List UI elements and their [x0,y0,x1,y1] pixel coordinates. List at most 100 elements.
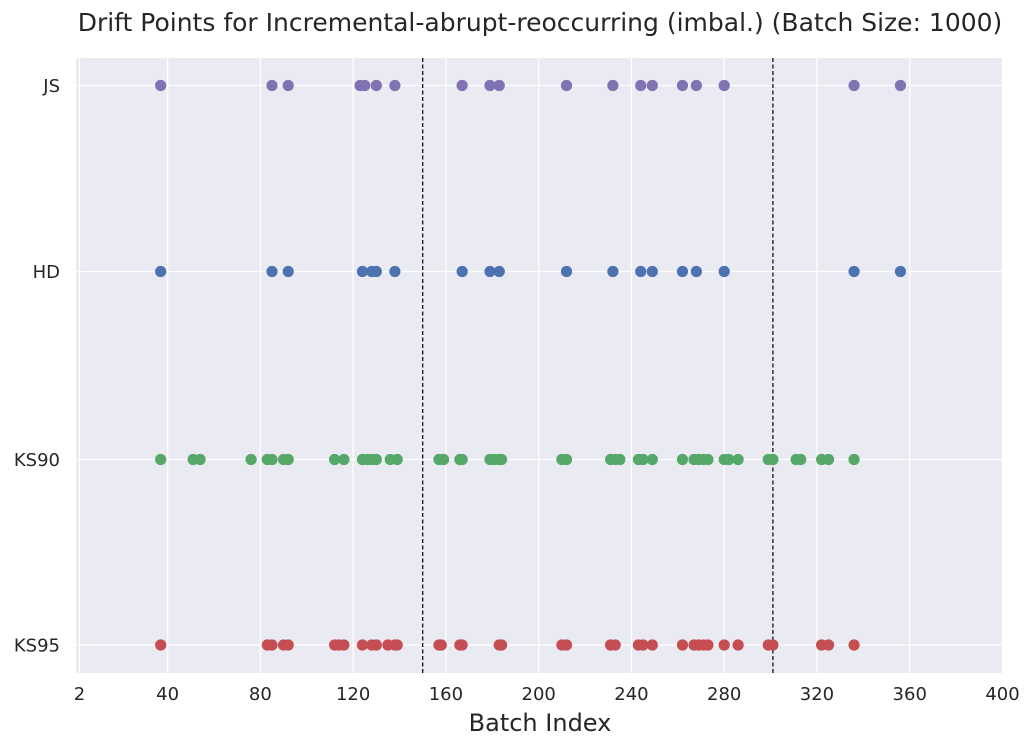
point-hd [635,265,647,278]
point-ks90 [560,453,573,466]
point-ks90 [767,453,779,466]
x-tick-label: 80 [249,684,272,705]
point-ks95 [732,639,744,651]
y-tick-label: KS95 [14,636,60,657]
x-tick-label: 320 [800,684,834,705]
point-ks95 [676,639,689,651]
point-hd [848,265,860,278]
point-hd [560,265,573,278]
point-hd [894,265,907,278]
point-js [607,79,619,92]
point-ks90 [702,453,714,466]
point-ks95 [391,639,403,651]
point-js [690,79,702,92]
point-ks90 [456,453,468,466]
point-ks90 [646,453,658,466]
point-hd [389,265,401,278]
point-hd [282,265,294,278]
point-ks90 [282,453,294,466]
point-ks90 [732,453,744,466]
point-ks90 [194,453,206,466]
y-tick-label: KS90 [14,450,60,471]
plot-area [76,58,1003,673]
point-ks95 [767,639,779,651]
point-hd [266,265,278,278]
point-hd [356,265,369,278]
point-js [848,79,860,92]
x-tick-label: 160 [429,684,463,705]
point-ks95 [560,639,573,651]
y-tick-label: JS [42,76,60,97]
point-js [493,79,505,92]
point-ks90 [495,453,508,466]
point-ks90 [637,453,649,466]
point-hd [155,265,167,278]
point-ks95 [848,639,860,651]
series-ks90 [155,453,860,466]
point-js [894,79,907,92]
point-js [389,79,401,92]
point-ks95 [646,639,658,651]
point-hd [646,265,658,278]
point-js [282,79,294,92]
point-ks90 [437,453,450,466]
point-js [359,79,371,92]
point-js [155,79,167,92]
series-hd [155,265,907,278]
point-ks95 [266,639,278,651]
point-hd [456,265,468,278]
x-tick-label: 120 [336,684,370,705]
x-tick-label: 200 [522,684,556,705]
point-ks95 [822,639,835,651]
point-ks90 [338,453,350,466]
point-js [718,79,730,92]
point-ks90 [329,453,341,466]
point-ks95 [435,639,447,651]
point-ks95 [356,639,369,651]
point-ks90 [391,453,403,466]
point-ks95 [495,639,508,651]
point-js [560,79,573,92]
point-ks95 [609,639,621,651]
point-ks95 [702,639,714,651]
point-ks95 [282,639,294,651]
point-ks90 [822,453,835,466]
point-hd [676,265,689,278]
series-js [155,79,907,92]
point-ks90 [266,453,278,466]
x-tick-label: 360 [893,684,927,705]
x-tick-label: 280 [707,684,741,705]
point-hd [484,265,496,278]
point-hd [690,265,702,278]
point-hd [493,265,505,278]
y-tick-labels: KS95 KS90 HD JS [14,76,60,657]
point-ks90 [155,453,167,466]
point-ks95 [456,639,468,651]
chart-title: Drift Points for Incremental-abrupt-reoc… [78,8,1003,37]
point-ks90 [848,453,860,466]
point-js [676,79,689,92]
x-tick-label: 2 [74,684,85,705]
point-ks90 [614,453,626,466]
x-tick-labels: 2 40 80 120 160 200 240 280 320 360 400 [74,684,1020,705]
point-ks90 [370,453,382,466]
point-js [646,79,658,92]
point-ks90 [723,453,735,466]
point-ks95 [370,639,382,651]
series-ks95 [155,639,860,651]
point-js [266,79,278,92]
point-hd [607,265,619,278]
x-tick-label: 240 [614,684,648,705]
point-hd [718,265,730,278]
point-ks95 [637,639,649,651]
point-ks90 [795,453,807,466]
drift-reference-lines [422,58,774,673]
point-hd [370,265,382,278]
point-ks95 [718,639,730,651]
data-points [155,79,907,651]
point-ks90 [245,453,257,466]
point-js [484,79,496,92]
x-tick-label: 40 [156,684,179,705]
point-ks95 [155,639,167,651]
